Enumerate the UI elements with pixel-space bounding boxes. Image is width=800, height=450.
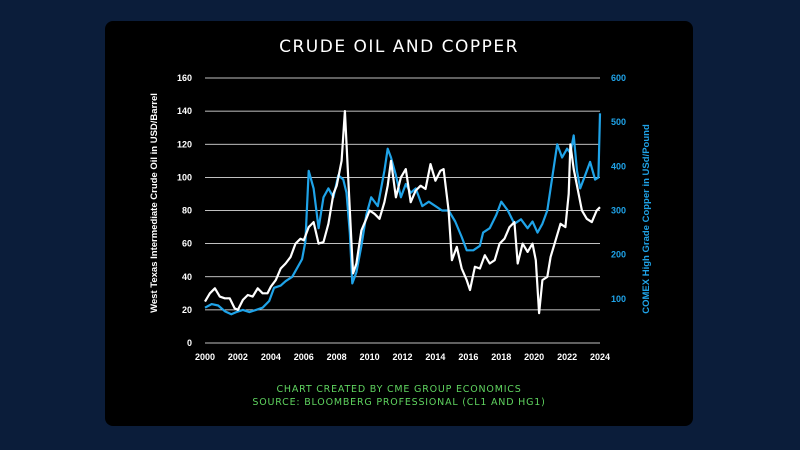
- y-tick-label: 20: [182, 305, 192, 315]
- y-tick-label: 160: [177, 73, 192, 83]
- x-tick-label: 2014: [425, 352, 445, 362]
- source-line: SOURCE: BLOOMBERG PROFESSIONAL (CL1 AND …: [252, 397, 546, 408]
- y2-tick-label: 600: [611, 73, 626, 83]
- copper-series-line: [204, 113, 602, 316]
- y-tick-label: 60: [182, 239, 192, 249]
- x-axis-ticks: 2000 2002 2004 2006 2008 2010 2012 2014 2016 2018…: [195, 352, 610, 362]
- gridlines: [205, 77, 600, 344]
- line-chart: 2000 2002 2004 2006 2008 2010 2012 2014 2016 2018…: [149, 73, 652, 362]
- y-tick-label: 80: [182, 206, 192, 216]
- y-tick-label: 140: [177, 106, 192, 116]
- x-tick-label: 2000: [195, 352, 215, 362]
- y-axis-ticks: 0 20 40 60 80 100 120 140 160: [177, 73, 192, 348]
- oil-series-line: [204, 110, 601, 315]
- x-tick-label: 2020: [524, 352, 544, 362]
- x-tick-label: 2016: [458, 352, 478, 362]
- y2-axis-ticks: 100 200 300 400 500 600: [611, 73, 626, 304]
- y-tick-label: 100: [177, 172, 192, 182]
- y2-tick-label: 200: [611, 250, 626, 260]
- x-tick-label: 2004: [261, 352, 281, 362]
- y2-tick-label: 500: [611, 117, 626, 127]
- x-tick-label: 2024: [590, 352, 610, 362]
- x-tick-label: 2002: [228, 352, 248, 362]
- x-tick-label: 2022: [557, 352, 577, 362]
- y-tick-label: 0: [187, 338, 192, 348]
- y-tick-label: 120: [177, 139, 192, 149]
- x-tick-label: 2012: [392, 352, 412, 362]
- y2-tick-label: 300: [611, 206, 626, 216]
- chart-title: CRUDE OIL AND COPPER: [279, 37, 519, 57]
- chart-card: CRUDE OIL AND COPPER 2000 2002 2004 2006 200…: [105, 21, 693, 426]
- y2-tick-label: 100: [611, 294, 626, 304]
- y-tick-label: 40: [182, 272, 192, 282]
- x-tick-label: 2018: [491, 352, 511, 362]
- y2-tick-label: 400: [611, 161, 626, 171]
- credit-line: CHART CREATED BY CME GROUP ECONOMICS: [276, 384, 522, 395]
- x-tick-label: 2010: [360, 352, 380, 362]
- x-tick-label: 2008: [327, 352, 347, 362]
- y2-axis-label: COMEX High Grade Copper in USd/Pound: [641, 124, 652, 314]
- x-tick-label: 2006: [294, 352, 314, 362]
- y-axis-label: West Texas Intermediate Crude Oil in USD…: [149, 93, 160, 313]
